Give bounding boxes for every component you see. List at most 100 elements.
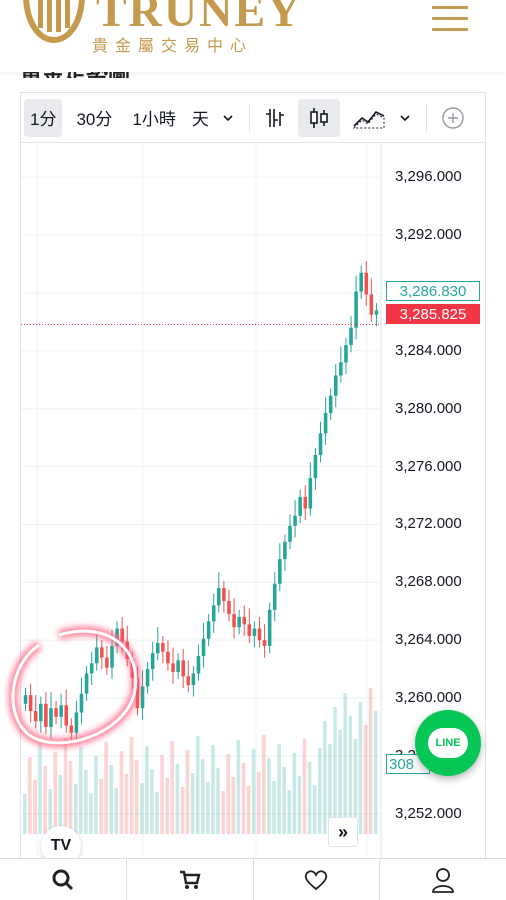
volume-bar xyxy=(185,750,190,834)
volume-bar xyxy=(373,711,378,834)
candle-body xyxy=(54,708,58,717)
candle-body xyxy=(272,583,277,610)
candle-body xyxy=(252,628,257,636)
volume-bar xyxy=(231,777,236,834)
candle-body xyxy=(359,272,363,292)
candle-body xyxy=(328,395,333,414)
add-circle-icon[interactable] xyxy=(435,99,471,137)
candle-body xyxy=(94,647,99,664)
volume-bar xyxy=(99,779,103,834)
candle-body xyxy=(262,640,267,646)
volume-bar xyxy=(33,780,37,834)
candle-body xyxy=(303,496,308,509)
volume-bar xyxy=(333,707,337,834)
candle-body xyxy=(196,656,201,674)
candle-body xyxy=(105,657,109,668)
candle-body xyxy=(339,362,343,376)
candle-body xyxy=(232,614,236,628)
volume-bar xyxy=(241,763,246,834)
interval-1h-button[interactable]: 1小時 xyxy=(132,110,176,129)
candle-body xyxy=(369,294,374,315)
candle-body xyxy=(100,647,104,658)
volume-bar xyxy=(129,737,134,834)
toolbar-divider xyxy=(425,103,427,132)
candle-body xyxy=(89,663,94,674)
candle-body xyxy=(115,628,119,646)
candle-body xyxy=(145,669,150,687)
candlestick-chart[interactable] xyxy=(21,144,486,862)
hamburger-icon[interactable] xyxy=(432,6,468,32)
price-axis-label: 3,268.000 xyxy=(395,573,462,591)
volume-bar xyxy=(109,765,114,834)
toolbar-divider xyxy=(248,103,250,132)
interval-30m-button[interactable]: 30分 xyxy=(76,110,113,129)
candle-body xyxy=(364,272,369,295)
volume-bar xyxy=(195,736,200,834)
volume-bar xyxy=(38,743,42,834)
brand-name[interactable]: TRUNEY xyxy=(96,0,303,36)
heart-icon[interactable] xyxy=(254,859,381,900)
volume-bar xyxy=(353,739,358,834)
candle-body xyxy=(130,658,135,678)
volume-bar xyxy=(312,785,317,834)
volume-bar xyxy=(139,783,144,834)
candle-body xyxy=(64,705,69,726)
volume-bar xyxy=(206,782,210,834)
chart-plot-area[interactable]: 3,296.0003,292.0003,288.0003,284.0003,28… xyxy=(21,144,486,862)
candle-style-icon[interactable] xyxy=(297,98,340,137)
price-axis-label: 3,260.000 xyxy=(395,689,462,707)
brand-logo-icon[interactable] xyxy=(20,0,88,50)
candle-body xyxy=(33,711,38,722)
volume-bar xyxy=(190,773,195,834)
candle-body xyxy=(293,515,297,526)
price-axis-label: 3,296.000 xyxy=(395,168,462,186)
cart-icon[interactable] xyxy=(127,859,254,900)
volume-bar xyxy=(145,746,149,834)
search-icon[interactable] xyxy=(0,859,127,900)
chevron-down-icon[interactable] xyxy=(215,99,241,137)
area-style-icon[interactable] xyxy=(346,99,392,137)
bar-style-icon[interactable] xyxy=(258,99,292,137)
chevron-down-icon[interactable] xyxy=(392,99,418,137)
volume-bar xyxy=(221,791,225,834)
candle-body xyxy=(176,660,180,672)
volume-bar xyxy=(28,757,32,834)
volume-bar xyxy=(58,775,63,834)
candle-body xyxy=(278,559,282,584)
interval-1m-button[interactable]: 1分 xyxy=(24,98,63,137)
candle-body xyxy=(44,703,48,727)
line-label: LINE xyxy=(428,728,468,758)
candle-body xyxy=(257,628,262,641)
volume-bar xyxy=(94,756,98,834)
interval-day-button[interactable]: 天 xyxy=(191,110,209,129)
last-price-tag: 3,285.825 xyxy=(386,304,480,324)
current-price-tag: 3,286.830 xyxy=(386,281,480,301)
volume-bar xyxy=(302,739,307,834)
tradingview-logo[interactable]: TV xyxy=(41,826,81,861)
volume-bar xyxy=(323,721,327,834)
volume-bar xyxy=(170,741,175,834)
candle-body xyxy=(308,478,313,509)
candle-body xyxy=(298,496,302,516)
volume-bar xyxy=(119,751,124,834)
candle-body xyxy=(150,653,155,670)
candle-body xyxy=(135,677,140,709)
volume-bar xyxy=(84,770,88,834)
candle-body xyxy=(344,345,348,363)
volume-bar xyxy=(358,702,363,834)
candle-body xyxy=(110,645,114,668)
volume-bar xyxy=(68,761,73,834)
candle-body xyxy=(181,660,185,677)
volume-bar xyxy=(246,786,251,834)
chart-toolbar: 1分 30分 1小時 天 xyxy=(21,93,485,143)
volume-bar xyxy=(297,776,302,834)
price-axis-label: 3,272.000 xyxy=(395,515,462,533)
candle-body xyxy=(227,601,231,615)
line-chat-button[interactable]: LINE xyxy=(415,710,481,776)
candle-body xyxy=(333,375,338,396)
candle-body xyxy=(247,624,252,636)
double-chevron-right-icon[interactable]: » xyxy=(328,817,358,847)
user-icon[interactable] xyxy=(380,859,506,900)
candle-body xyxy=(206,621,211,639)
candle-body xyxy=(237,617,241,628)
